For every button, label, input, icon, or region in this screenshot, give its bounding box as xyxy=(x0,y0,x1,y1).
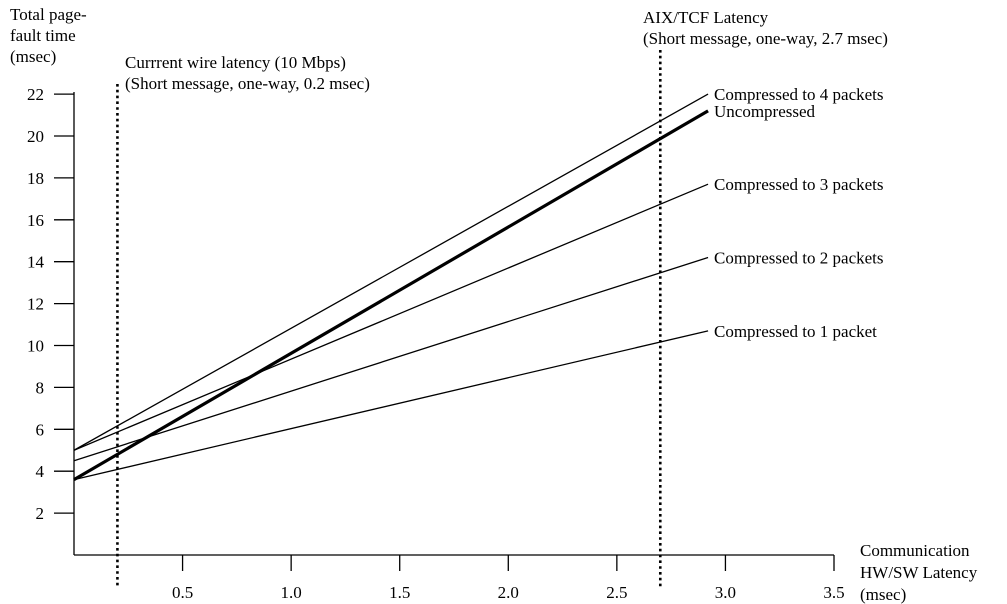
y-tick-label: 8 xyxy=(36,378,45,397)
aix-latency-title: AIX/TCF Latency xyxy=(643,8,769,27)
y-tick-label: 14 xyxy=(27,253,45,272)
y-tick-label: 16 xyxy=(27,211,44,230)
x-tick-label: 2.0 xyxy=(498,583,519,602)
y-tick-label: 12 xyxy=(27,295,44,314)
x-tick-label: 1.0 xyxy=(281,583,302,602)
y-tick-label: 2 xyxy=(36,504,45,523)
wire-latency-detail: (Short message, one-way, 0.2 msec) xyxy=(125,74,370,93)
y-axis-label-line-1: Total page- xyxy=(10,5,87,24)
series-label-compressed-to-2-packets: Compressed to 2 packets xyxy=(714,249,884,268)
y-tick-label: 6 xyxy=(36,420,45,439)
x-tick-label: 3.5 xyxy=(823,583,844,602)
y-axis-label-line-3: (msec) xyxy=(10,47,56,66)
series-line-compressed-to-2-packets xyxy=(73,256,709,462)
x-axis-label-line-3: (msec) xyxy=(860,585,906,604)
series-label-uncompressed: Uncompressed xyxy=(714,102,816,121)
y-tick-label: 4 xyxy=(36,462,45,481)
annotation-wire-text: Currrent wire latency (10 Mbps) (Short m… xyxy=(125,53,370,93)
series-label-compressed-to-3-packets: Compressed to 3 packets xyxy=(714,175,884,194)
x-tick-label: 3.0 xyxy=(715,583,736,602)
aix-latency-detail: (Short message, one-way, 2.7 msec) xyxy=(643,29,888,48)
annotation-aix-text: AIX/TCF Latency (Short message, one-way,… xyxy=(643,8,888,48)
y-tick-label: 10 xyxy=(27,337,44,356)
x-tick-label: 0.5 xyxy=(172,583,193,602)
y-tick-label: 22 xyxy=(27,85,44,104)
x-axis-label-line-1: Communication xyxy=(860,541,970,560)
x-axis-label: Communication HW/SW Latency (msec) xyxy=(860,541,978,604)
series-label-compressed-to-1-packet: Compressed to 1 packet xyxy=(714,322,877,341)
wire-latency-title: Currrent wire latency (10 Mbps) xyxy=(125,53,346,72)
series-label-compressed-to-4-packets: Compressed to 4 packets xyxy=(714,85,884,104)
y-axis-label-line-2: fault time xyxy=(10,26,76,45)
series-line-uncompressed xyxy=(73,109,709,481)
series-line-compressed-to-3-packets xyxy=(73,183,709,451)
x-tick-label: 1.5 xyxy=(389,583,410,602)
series-line-compressed-to-1-packet xyxy=(73,330,709,481)
y-tick-label: 18 xyxy=(27,169,44,188)
x-axis-label-line-2: HW/SW Latency xyxy=(860,563,978,582)
x-tick-label: 2.5 xyxy=(606,583,627,602)
series-line-compressed-to-4-packets xyxy=(73,93,709,451)
y-tick-label: 20 xyxy=(27,127,44,146)
y-axis-label: Total page- fault time (msec) xyxy=(10,5,87,66)
